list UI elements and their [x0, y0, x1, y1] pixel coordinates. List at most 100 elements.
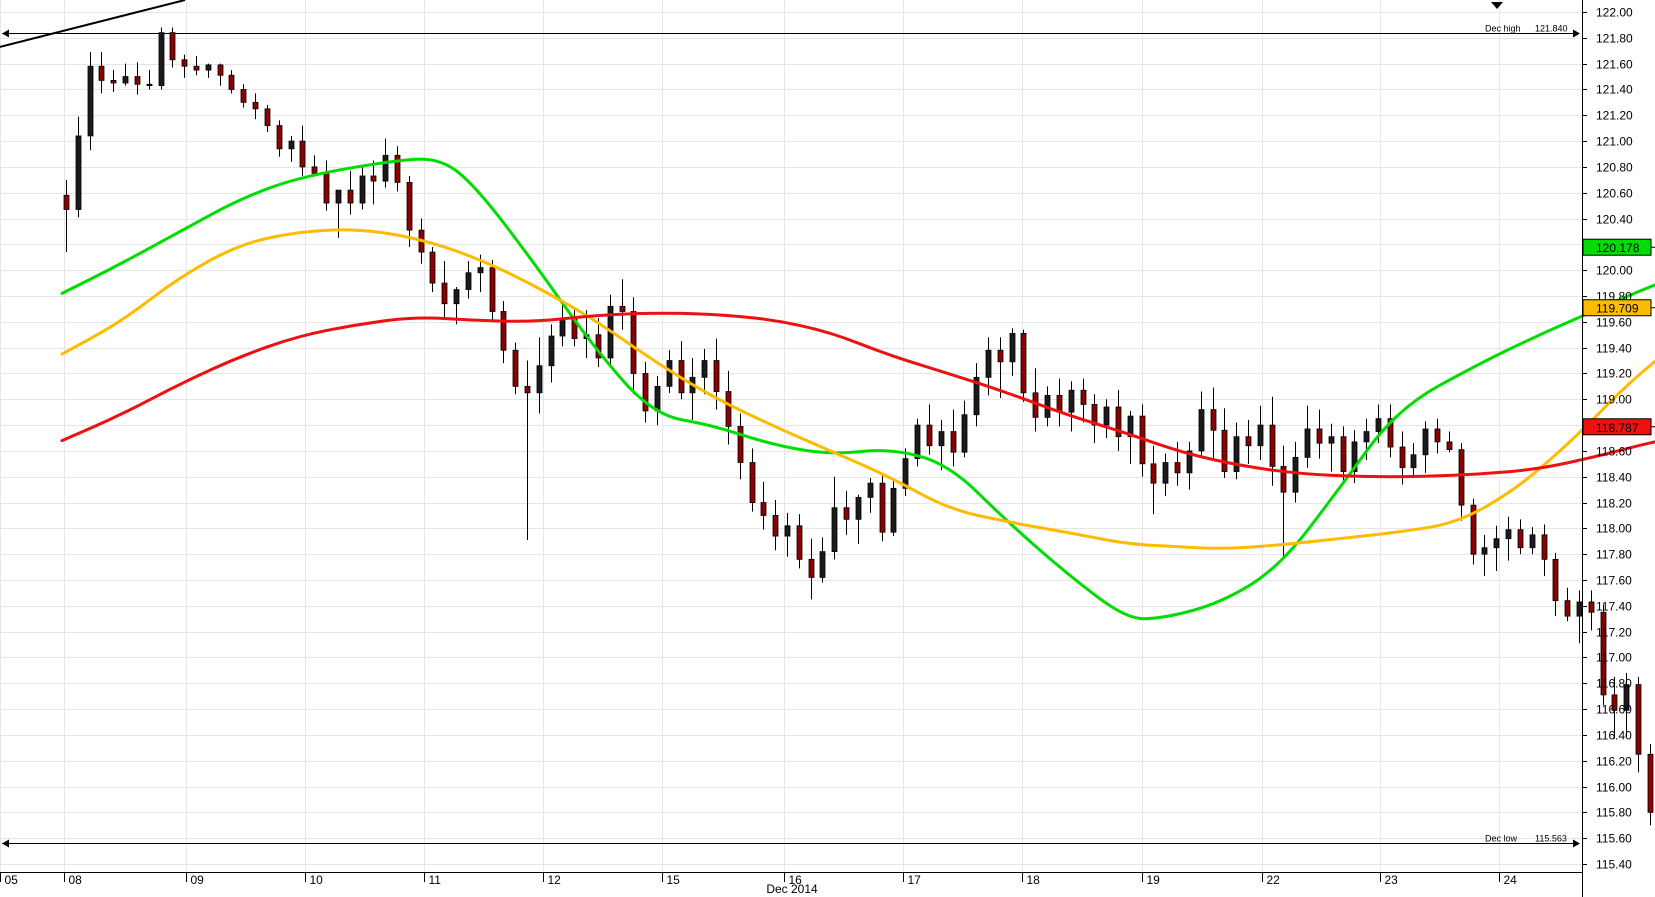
candle: [1257, 405, 1264, 460]
y-tick-label: 120.00: [1596, 264, 1633, 278]
candle: [808, 538, 815, 600]
x-tick-label: 09: [191, 873, 205, 887]
candle: [760, 481, 767, 530]
arrow-left-icon: [2, 839, 9, 848]
candle: [1635, 676, 1642, 773]
candle: [1387, 404, 1394, 458]
price-levels: Dec high 121.840 Dec low 115.563: [2, 24, 1580, 848]
candle: [1611, 676, 1618, 739]
candle: [75, 116, 82, 218]
candle: [394, 146, 401, 192]
candle: [311, 155, 318, 176]
candle: [252, 93, 259, 120]
y-tick-label: 115.40: [1596, 858, 1632, 872]
candle: [122, 63, 129, 86]
candle: [1422, 421, 1429, 473]
x-tick-label: 22: [1267, 873, 1281, 887]
candle: [110, 70, 117, 93]
candle: [867, 478, 874, 513]
candle: [205, 63, 212, 78]
candle: [737, 413, 744, 480]
ma-value-badge: [1582, 299, 1652, 317]
candle: [536, 337, 543, 414]
y-tick-label: 116.80: [1596, 677, 1632, 691]
x-tick-label: 23: [1385, 873, 1399, 887]
candle: [1434, 418, 1441, 454]
candle: [1505, 516, 1512, 561]
candle: [973, 363, 980, 427]
candle: [1552, 552, 1559, 617]
candle: [441, 261, 448, 318]
candle: [1351, 430, 1358, 484]
candle: [489, 259, 496, 322]
ma-value-badge: [1582, 418, 1652, 436]
candle: [831, 476, 838, 560]
candle: [784, 512, 791, 557]
candle: [926, 404, 933, 455]
candle: [950, 409, 957, 467]
moving-average-line: [60, 228, 1655, 550]
y-tick-label: 118.20: [1596, 497, 1632, 511]
y-tick-label: 117.00: [1596, 651, 1632, 665]
candle: [701, 348, 708, 395]
x-tick-label: 19: [1147, 873, 1161, 887]
candle: [264, 104, 271, 133]
candle: [1304, 405, 1311, 468]
candle: [1186, 441, 1193, 490]
candle: [1162, 453, 1169, 497]
ma-value-text: 119.709: [1596, 302, 1639, 316]
candle: [1564, 587, 1571, 622]
candle: [1056, 378, 1063, 427]
trend-line: [0, 0, 186, 48]
moving-averages: [60, 157, 1655, 621]
candle: [429, 246, 436, 293]
candle: [1269, 396, 1276, 486]
y-tick-label: 116.20: [1596, 755, 1632, 769]
candle: [1115, 390, 1122, 451]
y-tick-label: 117.60: [1596, 574, 1632, 588]
candle: [181, 54, 188, 78]
x-tick-label: 18: [1027, 873, 1041, 887]
y-tick-label: 120.40: [1596, 213, 1633, 227]
arrow-right-icon: [1573, 29, 1580, 38]
candle: [347, 170, 354, 215]
arrow-right-icon: [1573, 839, 1580, 848]
candle: [1541, 524, 1548, 577]
level-value: 121.840: [1535, 24, 1568, 34]
candle: [1458, 443, 1465, 521]
candle: [619, 279, 626, 330]
candle: [997, 337, 1004, 398]
candle: [370, 160, 377, 205]
y-tick-label: 119.20: [1596, 367, 1632, 381]
candle: [1091, 394, 1098, 444]
x-tick-label: 08: [69, 873, 83, 887]
y-tick-label: 121.40: [1596, 83, 1633, 97]
candle: [654, 376, 661, 426]
candle: [1245, 419, 1252, 464]
y-tick-label: 118.40: [1596, 471, 1632, 485]
period-label: Dec 2014: [766, 882, 818, 896]
candle: [890, 479, 897, 537]
candle: [559, 302, 566, 347]
ma-value-text: 120.178: [1596, 241, 1640, 255]
arrow-left-icon: [2, 29, 9, 38]
y-tick-label: 120.60: [1596, 187, 1633, 201]
candle: [1588, 590, 1595, 631]
y-tick-label: 118.00: [1596, 522, 1632, 536]
candle: [276, 120, 283, 157]
candle: [1210, 387, 1217, 460]
candle: [1340, 426, 1347, 484]
candle: [914, 418, 921, 467]
candle: [359, 166, 366, 210]
x-tick-label: 17: [908, 873, 922, 887]
x-tick-label: 12: [548, 873, 562, 887]
candle: [217, 63, 224, 86]
candle: [87, 52, 94, 151]
scroll-marker-icon: [1491, 2, 1503, 9]
moving-average-line: [60, 311, 1655, 479]
candle: [299, 125, 306, 176]
candle: [288, 135, 295, 162]
candle: [642, 361, 649, 423]
